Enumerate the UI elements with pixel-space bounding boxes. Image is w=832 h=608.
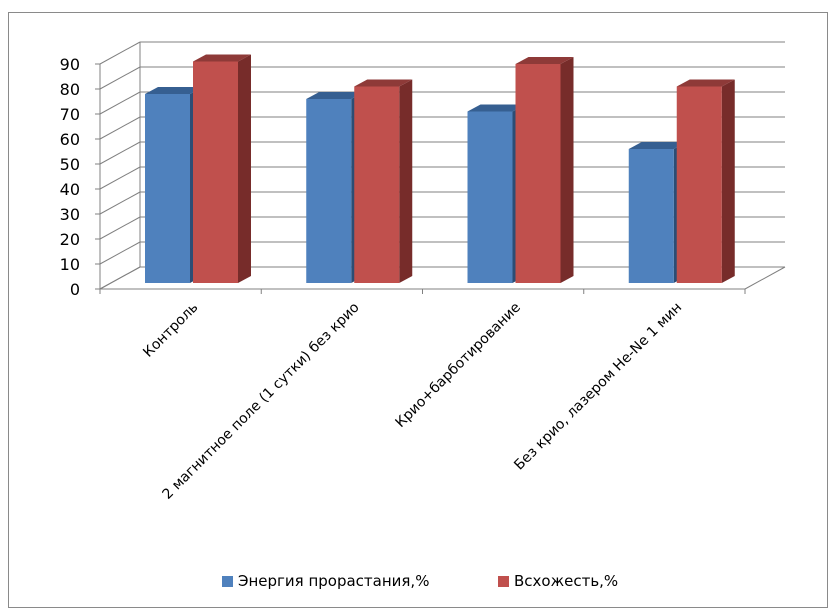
bar xyxy=(676,79,735,283)
x-category-label: Крио+барботирование xyxy=(392,300,523,431)
bar-top xyxy=(145,87,203,94)
bar xyxy=(354,79,413,283)
gridline-side xyxy=(99,266,141,290)
floor-right-edge xyxy=(744,266,786,290)
bar-front xyxy=(467,111,513,283)
bar-side xyxy=(399,79,413,283)
gridline-side xyxy=(99,191,141,215)
gridline-side xyxy=(99,41,141,65)
bar-top xyxy=(628,142,687,149)
y-tick-label: 10 xyxy=(60,255,80,274)
gridline-side xyxy=(99,116,141,140)
bar-front xyxy=(628,149,674,283)
bar-front xyxy=(354,86,400,283)
y-tick-label: 20 xyxy=(60,230,80,249)
bar-side xyxy=(238,54,251,283)
gridline-side xyxy=(99,141,141,165)
gridline-side xyxy=(99,66,141,90)
y-tick-label: 30 xyxy=(60,205,80,224)
legend-swatch xyxy=(222,576,233,587)
chart-walls xyxy=(99,42,786,290)
x-category-label: 2 магнитное поле (1 сутки) без крио xyxy=(160,300,363,503)
legend-item: Энергия прорастания,% xyxy=(222,572,429,590)
bar-top xyxy=(193,54,251,62)
y-tick-label: 50 xyxy=(60,155,80,174)
bar-front xyxy=(145,94,190,283)
bar xyxy=(193,54,251,283)
bar-top xyxy=(306,92,365,99)
bar-top xyxy=(676,79,735,87)
y-tick-label: 40 xyxy=(60,180,80,199)
y-tick-label: 80 xyxy=(60,80,80,99)
gridline-side xyxy=(99,216,141,240)
gridline-side xyxy=(99,241,141,265)
legend-item: Всхожесть,% xyxy=(498,572,618,590)
axes xyxy=(95,63,746,294)
legend-label: Энергия прорастания,% xyxy=(238,572,429,590)
bar-side xyxy=(560,57,574,283)
bars xyxy=(145,54,735,283)
legend-swatch xyxy=(498,576,509,587)
y-tick-label: 70 xyxy=(60,105,80,124)
x-category-label: Без крио, лазером He-Ne 1 мин xyxy=(511,300,685,474)
bar-top xyxy=(354,79,413,87)
x-category-label: Контроль xyxy=(140,300,201,361)
legend-label: Всхожесть,% xyxy=(514,572,618,590)
bar-top xyxy=(515,57,574,64)
gridline-side xyxy=(99,91,141,115)
gridline-side xyxy=(99,166,141,190)
legend: Энергия прорастания,% Всхожесть,% xyxy=(222,572,618,590)
bar xyxy=(515,57,574,283)
bar-front xyxy=(306,99,352,283)
bar-side xyxy=(721,79,735,283)
y-tick-label: 0 xyxy=(70,280,80,299)
y-tick-label: 90 xyxy=(60,55,80,74)
bar-front xyxy=(193,61,238,283)
bar-front xyxy=(515,64,561,283)
y-tick-label: 60 xyxy=(60,130,80,149)
bar-top xyxy=(467,104,526,112)
y-tick-labels: 0 10 20 30 40 50 60 70 80 90 xyxy=(60,55,80,299)
bar-front xyxy=(676,86,722,283)
back-wall xyxy=(140,42,785,267)
